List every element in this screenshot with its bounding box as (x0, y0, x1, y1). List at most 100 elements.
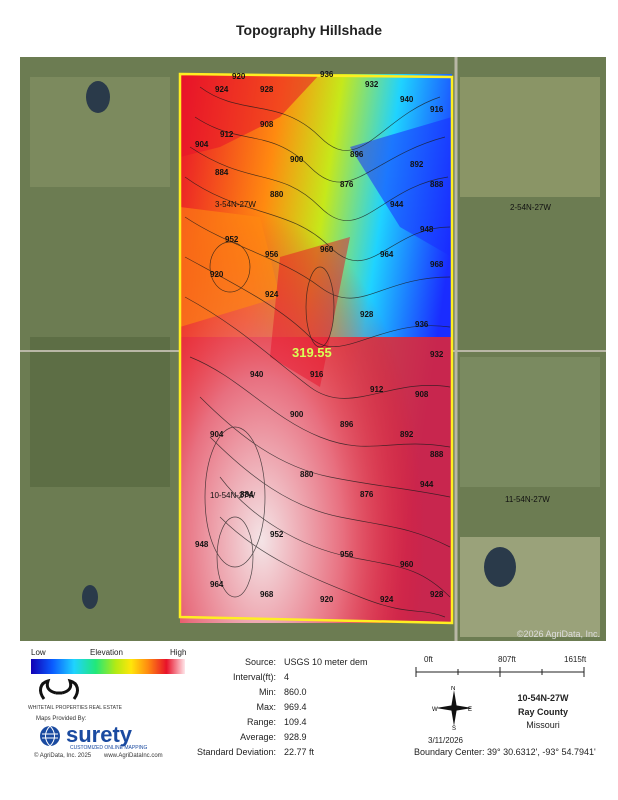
contour-label: 884 (215, 168, 229, 177)
contour-label: 920 (320, 595, 334, 604)
scale-label: 1615ft (564, 655, 587, 664)
section-label: 2-54N-27W (510, 203, 551, 212)
contour-label: 916 (430, 105, 444, 114)
pond (82, 585, 98, 609)
stat-label: Source: (244, 657, 276, 667)
contour-label: 908 (415, 390, 429, 399)
svg-text:E: E (468, 707, 472, 713)
field-patch (460, 357, 600, 487)
stat-label: Interval(ft): (232, 672, 276, 682)
contour-label: 876 (340, 180, 354, 189)
contour-label: 932 (365, 80, 379, 89)
field-patch (30, 337, 170, 487)
page-title: Topography Hillshade (236, 22, 382, 38)
area-label: 319.55 (292, 345, 332, 360)
contour-label: 944 (420, 480, 434, 489)
contour-label: 880 (300, 470, 314, 479)
stat-label: Max: (256, 702, 276, 712)
contour-label: 924 (380, 595, 394, 604)
contour-label: 948 (420, 225, 434, 234)
contour-label: 968 (430, 260, 444, 269)
contour-lines (184, 86, 451, 618)
contour-label: 880 (270, 190, 284, 199)
contour-label: 940 (250, 370, 264, 379)
contour-label: 884 (240, 490, 254, 499)
section-label: 11-54N-27W (505, 495, 550, 504)
contour-label: 936 (415, 320, 429, 329)
contour-label: 924 (215, 85, 229, 94)
whitetail-logo: WHITETAIL PROPERTIES REAL ESTATE (28, 677, 122, 711)
section-name: 10-54N-27W (517, 693, 569, 703)
contour-label: 948 (195, 540, 209, 549)
surety-tagline: CUSTOMIZED ONLINE MAPPING (70, 745, 148, 751)
stat-value: 109.4 (284, 717, 307, 727)
contour-label: 900 (290, 155, 304, 164)
stat-value: 4 (284, 672, 290, 682)
contour-label: 968 (260, 590, 274, 599)
surety-logo: surety (66, 722, 133, 747)
elevation-overlay (180, 74, 452, 623)
scale-line (415, 667, 585, 677)
elevation-color-bar (31, 659, 185, 674)
contour-label: 964 (380, 250, 394, 259)
contour-label: 940 (400, 95, 414, 104)
compass-icon: N E W S (432, 686, 472, 730)
contour-label: 904 (210, 430, 224, 439)
contour-label: 888 (430, 180, 444, 189)
pond (86, 81, 110, 113)
agridata-copyright: © AgriData, Inc. 2025 (34, 753, 92, 759)
contour-label: 924 (265, 290, 279, 299)
contour-label: 912 (370, 385, 384, 394)
contour-label: 928 (360, 310, 374, 319)
contour-label: 928 (430, 590, 444, 599)
maps-provided-text: Maps Provided By: (36, 716, 87, 722)
map-copyright: ©2026 AgriData, Inc. (516, 629, 600, 639)
contour-label: 904 (195, 140, 209, 149)
legend-high-label: High (170, 648, 187, 657)
contour-label: 912 (220, 130, 234, 139)
county-name: Ray County (517, 707, 568, 717)
legend-mid-label: Elevation (90, 648, 123, 657)
contour-label: 892 (410, 160, 424, 169)
contour-label: 932 (430, 350, 444, 359)
scale-label: 0ft (424, 655, 433, 664)
contour-label: 928 (260, 85, 274, 94)
stat-value: USGS 10 meter dem (284, 657, 368, 667)
stat-value: 969.4 (284, 702, 307, 712)
stat-label: Standard Deviation: (196, 747, 276, 757)
field-patch (460, 77, 600, 197)
section-label: 10-54N-27W (210, 491, 256, 500)
surety-globe-icon (40, 725, 60, 747)
contour-label: 920 (210, 270, 224, 279)
map-date: 3/11/2026 (428, 736, 463, 745)
contour-label: 956 (340, 550, 354, 559)
contour-label: 892 (400, 430, 414, 439)
contour-label: 916 (310, 370, 324, 379)
contour-label: 956 (265, 250, 279, 259)
stat-value: 928.9 (284, 732, 307, 742)
scale-label: 807ft (498, 655, 516, 664)
svg-text:N: N (451, 686, 455, 692)
contour-label: 888 (430, 450, 444, 459)
svg-text:S: S (452, 726, 456, 730)
boundary-center: Boundary Center: 39° 30.6312', -93° 54.7… (414, 747, 596, 757)
contour-label: 936 (320, 70, 334, 79)
contour-label: 944 (390, 200, 404, 209)
section-label: 3-54N-27W (215, 200, 256, 209)
topography-map[interactable]: 920 924 928 936 932 940 916 912 908 904 900 896 892 8… (20, 57, 606, 641)
stat-label: Average: (240, 732, 276, 742)
whitetail-text: WHITETAIL PROPERTIES REAL ESTATE (28, 705, 122, 711)
svg-text:W: W (432, 707, 438, 713)
stat-label: Range: (246, 717, 276, 727)
property-boundary (178, 72, 454, 625)
stat-value: 22.77 ft (284, 747, 315, 757)
contour-label: 900 (290, 410, 304, 419)
contour-label: 964 (210, 580, 224, 589)
contour-label: 960 (320, 245, 334, 254)
stat-label: Min: (258, 687, 276, 697)
contour-label: 920 (232, 72, 246, 81)
agridata-url: www.AgriDataInc.com (104, 753, 163, 759)
contour-label: 952 (270, 530, 284, 539)
